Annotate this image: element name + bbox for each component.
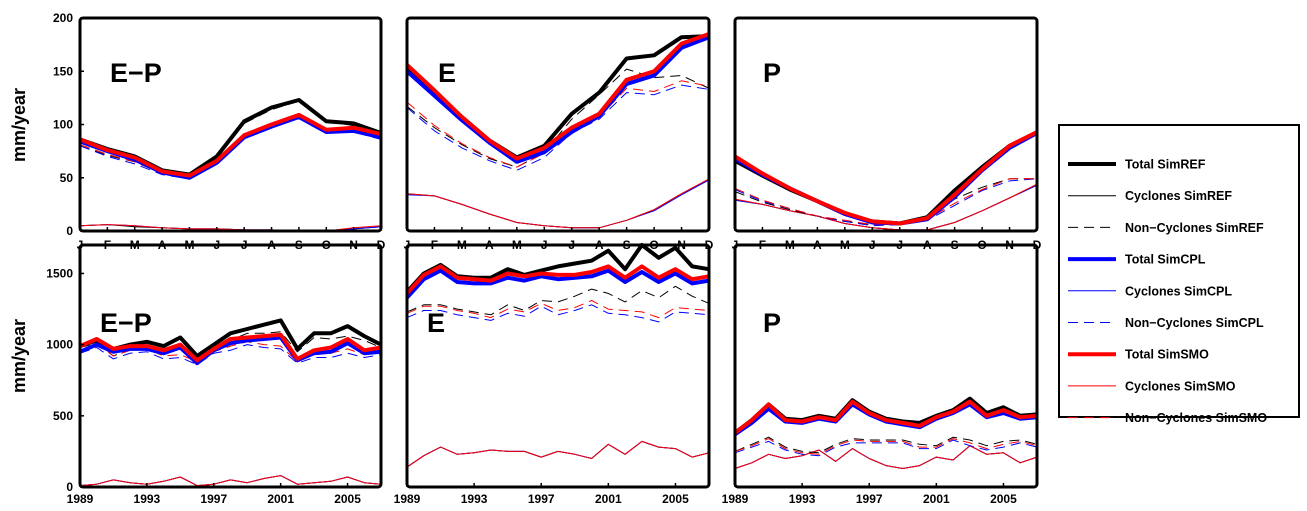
series-line-cyclones-simsmo bbox=[406, 178, 710, 229]
series-line-cyclones-simcpl bbox=[406, 440, 710, 468]
series-line-total-simsmo bbox=[733, 130, 1038, 226]
series-line-total-simsmo bbox=[405, 264, 710, 295]
x-tick-label: 1989 bbox=[394, 492, 421, 506]
x-tick-label: 2005 bbox=[662, 492, 689, 506]
panel-title: P bbox=[763, 308, 781, 338]
legend: Total SimREF Cyclones SimREF Non−Cyclones … bbox=[1058, 124, 1300, 425]
legend-box bbox=[1058, 124, 1300, 418]
x-tick-label: 2001 bbox=[267, 492, 294, 506]
x-tick-label: 1993 bbox=[461, 492, 488, 506]
series-line-cyclones-simref bbox=[406, 440, 710, 468]
series-line-non-cyclones-simcpl bbox=[406, 84, 710, 171]
panel-3: J F M A M J J A S O N DP bbox=[732, 16, 1042, 252]
legend-label: Non−Cyclones SimCPL bbox=[1125, 316, 1264, 330]
panel-title: E bbox=[438, 58, 456, 88]
panel-5: 1989 1993 1997 2001 2005 E bbox=[394, 243, 711, 506]
series-line-non-cyclones-simsmo bbox=[734, 178, 1037, 226]
series-line-non-cyclones-simsmo bbox=[406, 300, 710, 319]
series-line-total-simcpl bbox=[79, 335, 382, 366]
plot-frame bbox=[405, 16, 711, 233]
legend-label: Cyclones SimSMO bbox=[1125, 379, 1236, 393]
panel-4: 1989 1993 1997 2001 2005 0 500 1000 1500 E−P bbox=[46, 243, 383, 506]
x-tick-label: 1989 bbox=[67, 492, 94, 506]
x-tick-label: 2001 bbox=[923, 492, 950, 506]
plot-frame bbox=[78, 243, 383, 489]
series-line-total-simcpl bbox=[405, 268, 710, 300]
x-tick-label: 1997 bbox=[200, 492, 227, 506]
y-axis-label-top: mm/year bbox=[9, 88, 29, 162]
series-line-cyclones-simcpl bbox=[79, 475, 382, 487]
plot-frame bbox=[733, 16, 1039, 233]
x-tick-label: 2001 bbox=[595, 492, 622, 506]
x-tick-label: 2005 bbox=[990, 492, 1017, 506]
legend-label: Total SimSMO bbox=[1125, 348, 1209, 362]
series-line-total-simref bbox=[405, 243, 710, 294]
legend-label: Total SimCPL bbox=[1125, 253, 1206, 267]
plot-frame bbox=[78, 16, 383, 233]
series-line-total-simcpl bbox=[405, 35, 710, 164]
series-line-non-cyclones-simcpl bbox=[79, 344, 382, 366]
y-tick-label: 500 bbox=[53, 409, 73, 423]
series-line-non-cyclones-simref bbox=[734, 436, 1038, 454]
series-line-non-cyclones-simsmo bbox=[406, 80, 710, 168]
legend-label: Non−Cyclones SimREF bbox=[1125, 221, 1264, 235]
y-tick-label: 0 bbox=[66, 224, 73, 238]
series-line-total-simsmo bbox=[405, 32, 710, 161]
legend-label: Non−Cyclones SimSMO bbox=[1125, 411, 1267, 425]
series-line-cyclones-simsmo bbox=[734, 445, 1038, 469]
panel-title: P bbox=[763, 58, 781, 88]
x-tick-label: 1997 bbox=[856, 492, 883, 506]
y-tick-label: 1000 bbox=[46, 338, 73, 352]
series-line-total-simsmo bbox=[733, 399, 1038, 435]
y-tick-label: 1500 bbox=[46, 266, 73, 280]
x-tick-label: 1993 bbox=[134, 492, 161, 506]
series-line-non-cyclones-simsmo bbox=[734, 438, 1038, 455]
x-tick-label: 1997 bbox=[528, 492, 555, 506]
panel-title: E−P bbox=[110, 58, 162, 88]
legend-label: Cyclones SimCPL bbox=[1125, 284, 1232, 298]
legend-label: Cyclones SimREF bbox=[1125, 189, 1232, 203]
series-line-total-simsmo bbox=[79, 112, 382, 178]
y-tick-label: 0 bbox=[66, 480, 73, 494]
series-line-total-simref bbox=[79, 98, 382, 177]
x-tick-label: 2005 bbox=[334, 492, 361, 506]
plot-frame bbox=[733, 243, 1039, 489]
y-tick-label: 200 bbox=[53, 11, 73, 25]
series-line-non-cyclones-simref bbox=[734, 178, 1037, 226]
y-axis-labels: mm/year mm/year bbox=[9, 88, 29, 393]
panel-2: J F M A M J J A S O N DE bbox=[404, 16, 714, 252]
series-line-cyclones-simsmo bbox=[734, 183, 1038, 231]
y-axis-label-bottom: mm/year bbox=[9, 319, 29, 393]
legend-label: Total SimREF bbox=[1125, 158, 1206, 172]
plot-frame bbox=[405, 243, 711, 489]
series-line-non-cyclones-simcpl bbox=[734, 439, 1038, 457]
series-line-total-simcpl bbox=[733, 131, 1038, 226]
panel-title: E bbox=[427, 308, 445, 338]
series-line-total-simref bbox=[734, 131, 1038, 226]
panel-title: E−P bbox=[100, 308, 152, 338]
x-tick-label: 1989 bbox=[722, 492, 749, 506]
series-line-cyclones-simref bbox=[79, 475, 382, 487]
series-line-total-simsmo bbox=[79, 332, 382, 363]
y-tick-label: 50 bbox=[60, 171, 74, 185]
y-tick-label: 100 bbox=[53, 118, 73, 132]
series-line-non-cyclones-simcpl bbox=[406, 304, 710, 323]
series-line-non-cyclones-simref bbox=[406, 285, 710, 316]
series-line-cyclones-simsmo bbox=[79, 475, 382, 487]
x-tick-label: 1993 bbox=[789, 492, 816, 506]
y-tick-label: 150 bbox=[53, 64, 73, 78]
panel-6: 1989 1993 1997 2001 2005 P bbox=[722, 243, 1039, 506]
series-line-cyclones-simsmo bbox=[406, 440, 710, 468]
